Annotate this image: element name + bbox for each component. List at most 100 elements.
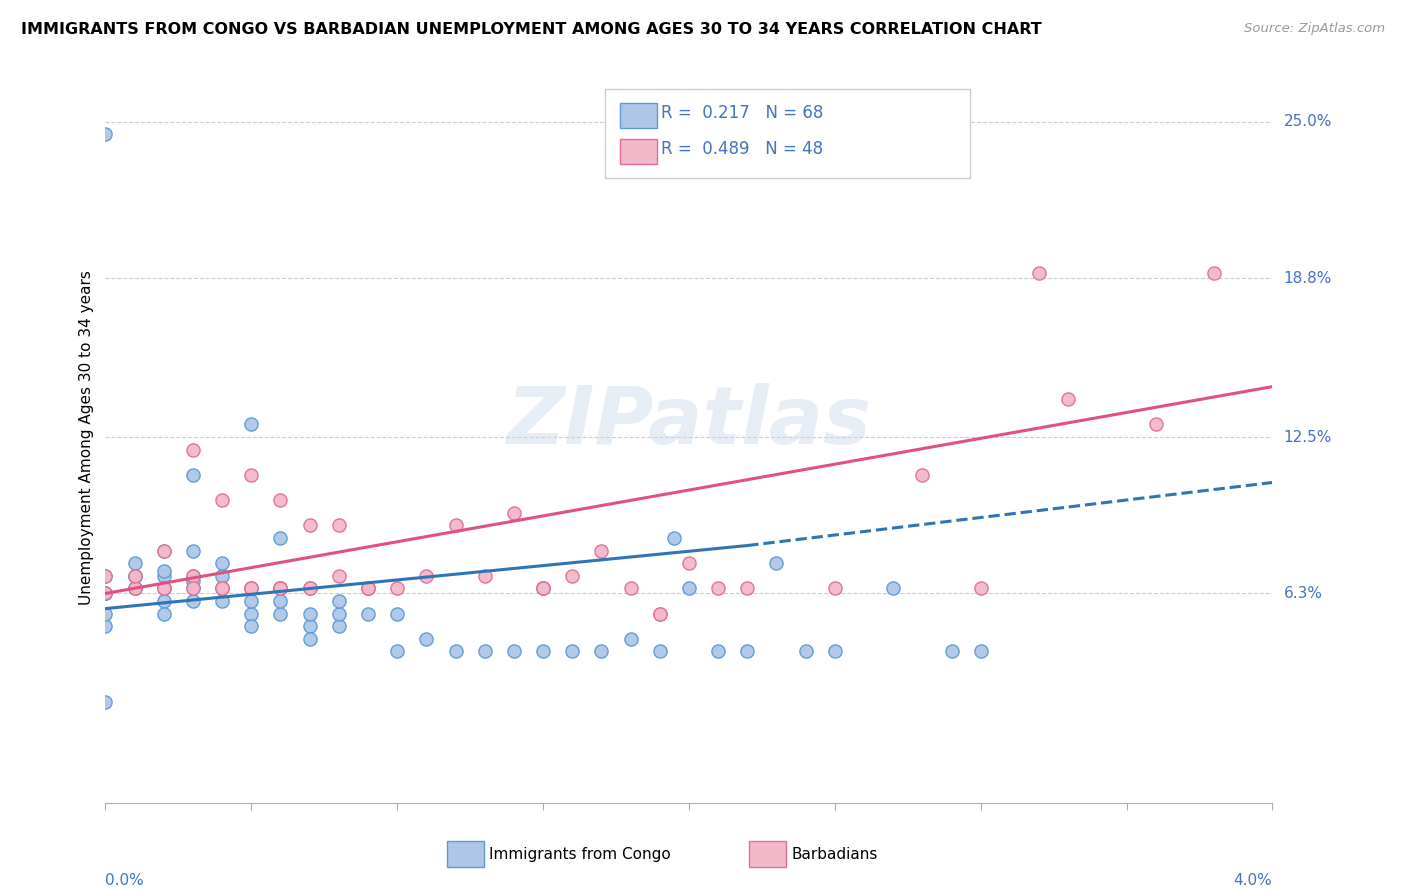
Point: [94, 569, 117, 583]
Point: [124, 582, 146, 596]
Point: [124, 582, 146, 596]
Point: [269, 582, 292, 596]
Point: [531, 582, 554, 596]
Point: [181, 569, 204, 583]
Point: [619, 632, 641, 646]
Point: [1057, 392, 1080, 407]
Point: [124, 569, 146, 583]
Point: [181, 582, 204, 596]
Point: [357, 582, 380, 596]
Point: [970, 582, 993, 596]
Point: [94, 586, 117, 600]
Point: [737, 644, 759, 658]
Point: [678, 556, 700, 570]
Point: [240, 582, 263, 596]
Y-axis label: Unemployment Among Ages 30 to 34 years: Unemployment Among Ages 30 to 34 years: [79, 269, 94, 605]
Point: [124, 556, 146, 570]
Point: [824, 582, 846, 596]
Point: [211, 582, 233, 596]
Point: [911, 467, 934, 482]
Point: [619, 582, 641, 596]
Point: [124, 569, 146, 583]
Point: [269, 582, 292, 596]
Point: [153, 569, 174, 583]
Point: [94, 569, 117, 583]
Point: [531, 582, 554, 596]
Point: [298, 582, 321, 596]
Point: [328, 569, 350, 583]
Point: [328, 607, 350, 621]
Text: Immigrants from Congo: Immigrants from Congo: [489, 847, 671, 862]
Point: [211, 556, 233, 570]
Point: [503, 506, 526, 520]
Point: [124, 569, 146, 583]
Text: 25.0%: 25.0%: [1284, 114, 1331, 129]
Point: [240, 582, 263, 596]
Point: [94, 128, 117, 142]
Text: Barbadians: Barbadians: [792, 847, 877, 862]
Point: [181, 467, 204, 482]
Point: [415, 569, 437, 583]
Point: [269, 582, 292, 596]
Point: [385, 582, 408, 596]
Point: [94, 586, 117, 600]
Point: [211, 594, 233, 608]
Text: ZIPatlas: ZIPatlas: [506, 384, 872, 461]
Text: R =  0.217   N = 68: R = 0.217 N = 68: [661, 104, 823, 122]
Text: 4.0%: 4.0%: [1233, 873, 1272, 888]
Point: [298, 632, 321, 646]
Point: [678, 582, 700, 596]
Point: [269, 531, 292, 545]
Point: [240, 417, 263, 432]
Point: [474, 644, 496, 658]
Point: [591, 644, 613, 658]
Point: [153, 594, 174, 608]
Point: [707, 644, 730, 658]
Text: 12.5%: 12.5%: [1284, 430, 1331, 444]
Point: [1028, 266, 1050, 280]
Point: [181, 442, 204, 457]
Point: [794, 644, 817, 658]
Point: [328, 619, 350, 633]
Point: [474, 569, 496, 583]
Point: [211, 582, 233, 596]
Point: [737, 582, 759, 596]
Point: [153, 607, 174, 621]
Point: [211, 493, 233, 508]
Point: [561, 569, 583, 583]
Point: [328, 518, 350, 533]
Point: [824, 644, 846, 658]
Point: [153, 564, 174, 578]
Point: [211, 569, 233, 583]
Point: [328, 594, 350, 608]
Point: [240, 607, 263, 621]
Text: 6.3%: 6.3%: [1284, 586, 1323, 601]
Point: [181, 569, 204, 583]
Point: [1202, 266, 1225, 280]
Point: [591, 543, 613, 558]
Point: [181, 574, 204, 588]
Point: [94, 586, 117, 600]
Point: [765, 556, 787, 570]
Point: [240, 582, 263, 596]
Point: [298, 607, 321, 621]
Point: [357, 607, 380, 621]
Point: [269, 594, 292, 608]
Point: [648, 644, 671, 658]
Text: R =  0.489   N = 48: R = 0.489 N = 48: [661, 140, 823, 158]
Point: [882, 582, 904, 596]
Point: [153, 543, 174, 558]
Text: IMMIGRANTS FROM CONGO VS BARBADIAN UNEMPLOYMENT AMONG AGES 30 TO 34 YEARS CORREL: IMMIGRANTS FROM CONGO VS BARBADIAN UNEMP…: [21, 22, 1042, 37]
Text: Source: ZipAtlas.com: Source: ZipAtlas.com: [1244, 22, 1385, 36]
Point: [531, 644, 554, 658]
Point: [269, 493, 292, 508]
Point: [298, 518, 321, 533]
Point: [94, 619, 117, 633]
Point: [269, 607, 292, 621]
Point: [357, 582, 380, 596]
Point: [94, 607, 117, 621]
Point: [1144, 417, 1167, 432]
Point: [385, 607, 408, 621]
Point: [415, 632, 437, 646]
Point: [357, 582, 380, 596]
